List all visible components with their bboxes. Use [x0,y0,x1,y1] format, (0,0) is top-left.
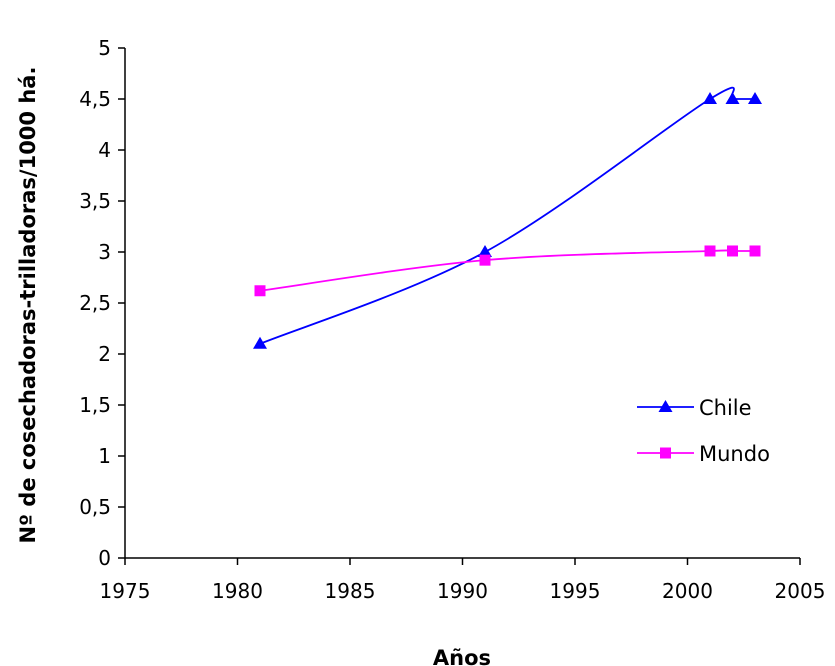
data-point-chile [748,92,762,104]
y-tick-label: 3,5 [79,189,111,213]
y-tick-label: 2 [98,342,111,366]
data-point-chile [703,92,717,104]
data-point-mundo [727,245,738,257]
y-tick-label: 1 [98,444,111,468]
series-chile [253,86,762,349]
y-axis-ticks: 0 0,5 1 1,5 2 2,5 3 3,5 4 4,5 5 [79,36,125,570]
legend: Chile Mundo [637,396,770,466]
x-tick-label: 1985 [325,579,376,603]
x-tick-label: 2005 [775,579,826,603]
series-mundo [254,245,761,297]
data-point-mundo [479,254,491,266]
y-tick-label: 3 [98,240,111,264]
legend-label-mundo: Mundo [699,442,770,466]
data-point-mundo [254,285,266,297]
x-tick-label: 2000 [662,579,713,603]
y-tick-label: 1,5 [79,393,111,417]
series-layer [253,86,762,349]
legend-label-chile: Chile [699,396,752,420]
data-point-chile [253,336,267,349]
axes [124,48,800,559]
series-line-mundo [259,249,755,292]
legend-marker-chile [658,400,673,412]
data-point-chile [478,245,492,257]
x-tick-label: 1995 [550,579,601,603]
data-point-mundo [704,245,716,257]
data-point-mundo [749,245,761,257]
y-tick-label: 0,5 [79,495,111,519]
data-point-chile [725,92,740,104]
x-axis-title: Años [433,646,491,666]
y-tick-label: 4 [98,138,111,162]
y-axis-title: Nº de cosechadoras-trilladoras/1000 há. [16,67,40,544]
x-tick-label: 1975 [100,579,151,603]
y-tick-label: 5 [98,36,111,60]
y-tick-label: 0 [98,546,111,570]
y-tick-label: 4,5 [79,87,111,111]
x-tick-label: 1990 [437,579,488,603]
y-tick-label: 2,5 [79,291,111,315]
series-line-chile [259,86,755,345]
x-axis-ticks: 1975 1980 1985 1990 1995 2000 2005 [100,558,826,603]
x-tick-label: 1980 [212,579,263,603]
legend-marker-mundo [660,447,671,459]
